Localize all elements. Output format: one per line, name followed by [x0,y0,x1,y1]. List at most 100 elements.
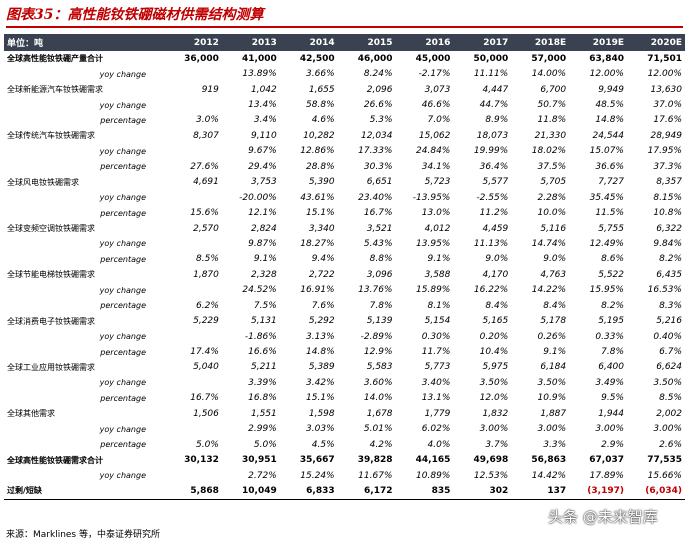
cell: 12.53% [473,470,509,481]
cell [164,283,222,298]
header-cell: 2014 [279,34,338,51]
cell: 5,211 [250,362,277,373]
cell: 7.8% [369,300,393,311]
cell: 4.0% [427,439,451,450]
cell: 5.43% [363,238,393,249]
cell: 77,535 [647,455,682,466]
cell [164,329,222,344]
cell: 5,229 [193,316,219,327]
cell: 5,389 [308,362,335,373]
cell: 1,042 [250,84,277,95]
cell: 6.7% [659,347,682,358]
table-row: percentage 6.2% 7.5% 7.6% 7.8% 8.1% 8.4% 8.4% 8.… [4,298,685,313]
cell: 16.6% [248,347,277,358]
cell: 5.0% [196,439,219,450]
cell: 5.0% [253,439,277,450]
cell: 9,110 [250,130,277,141]
table-row: 过剩/短缺 5,868 10,049 6,833 6,172 835 302 137 (3,19… [4,483,685,500]
cell: 10.9% [537,393,567,404]
cell: 12,034 [361,130,393,141]
cell: 42,500 [299,53,335,64]
cell: 2,096 [366,84,393,95]
header-cell: 2017 [453,34,512,51]
cell: 10,049 [221,483,280,500]
cell: 6,184 [540,362,567,373]
cell: 10.0% [537,208,567,219]
cell: 5,040 [193,362,219,373]
table-row: percentage 15.6% 12.1% 15.1% 16.7% 13.0% 11.2%… [4,205,685,220]
row-label: yoy change [99,146,146,156]
table-row: yoy change 24.52% 16.91% 13.76% 15.89% 16.22%… [4,283,685,298]
cell: 24,544 [592,130,625,141]
cell: 3.50% [537,377,567,388]
table-row: yoy change 9.67% 12.86% 17.33% 24.84% 19.99% 1… [4,144,685,159]
header-cell: 2016 [395,34,454,51]
table-row: yoy change -20.00% 43.61% 23.40% -13.95% -2.5… [4,190,685,205]
cell: 2,824 [250,223,277,234]
cell: 58.8% [306,100,335,111]
cell: 919 [201,84,219,95]
cell: 3.7% [485,439,509,450]
row-label: 全球工业应用钕铁硼需求 [7,362,95,372]
cell: 45,000 [415,53,451,64]
cell: 9.5% [601,393,624,404]
cell: 15.24% [300,470,335,481]
cell: 8,357 [656,177,682,188]
cell: 7.8% [601,347,624,358]
cell: 10,282 [303,130,335,141]
cell: 9.0% [485,254,509,265]
cell: -20.00% [239,192,277,203]
cell: 3,096 [366,269,393,280]
cell: 3.39% [248,377,277,388]
cell: 3.00% [537,424,567,435]
cell: 10.89% [416,470,451,481]
cell: 8.4% [543,300,567,311]
row-label: yoy change [99,332,146,342]
cell [164,97,222,112]
cell: 2.6% [659,439,682,450]
table-row: yoy change 13.89% 3.66% 8.24% -2.17% 11.11% 14… [4,66,685,81]
cell: 18.02% [531,146,567,157]
cell: 0.40% [653,331,682,342]
cell: 8.9% [485,115,509,126]
cell: 9.0% [543,254,567,265]
row-label: 全球消费电子钕铁硼需求 [7,316,95,326]
cell: 1,598 [308,408,335,419]
cell: 15,062 [418,130,451,141]
row-label: yoy change [99,471,146,481]
cell: (3,197) [569,483,627,500]
cell: 35,667 [299,455,335,466]
cell: 3.0% [196,115,219,126]
table-row: 全球高性能钕铁硼需求合计 30,132 30,951 35,667 39,828 44,1… [4,452,685,467]
cell: 3.50% [479,377,509,388]
cell: -1.86% [244,331,277,342]
cell: 10.4% [479,347,509,358]
cell: 16.7% [363,208,393,219]
cell: 5,975 [482,362,509,373]
cell: 3.03% [306,424,335,435]
cell: 9.4% [311,254,335,265]
cell: 15.07% [589,146,624,157]
cell: 14.0% [363,393,393,404]
cell: 16.91% [300,285,335,296]
cell: 15.6% [190,208,219,219]
cell: 3.50% [653,377,682,388]
cell: 8.3% [659,300,682,311]
cell: 12.86% [300,146,335,157]
cell: 9.1% [253,254,277,265]
header-cell: 单位：吨 [4,34,164,51]
cell: 13.4% [248,100,277,111]
cell: 6,172 [337,483,396,500]
cell [164,190,222,205]
cell: -2.89% [360,331,393,342]
table-row: percentage 3.0% 3.4% 4.6% 5.3% 7.0% 8.9% 11.8% 1… [4,113,685,128]
cell: 1,944 [598,408,624,419]
row-label: 全球变频空调钕铁硼需求 [7,224,95,234]
cell [164,468,222,483]
row-label: 全球风电钕铁硼需求 [7,177,79,187]
cell: 15.89% [416,285,451,296]
cell: 9.1% [427,254,451,265]
cell: 12.49% [589,238,624,249]
cell: 12.00% [589,69,624,80]
cell: 8.4% [485,300,509,311]
